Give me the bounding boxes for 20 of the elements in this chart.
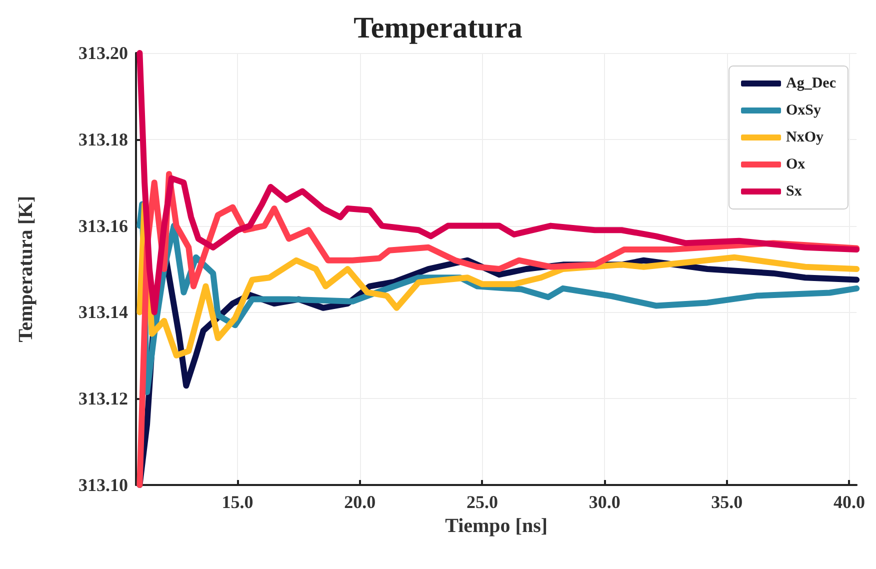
x-tick-label: 15.0 [222,492,254,512]
y-tick-label: 313.16 [78,216,128,236]
y-axis-title: Temperatura [K] [15,196,37,342]
y-tick-label: 313.18 [78,129,128,150]
x-tick-label: 35.0 [711,492,743,512]
x-tick-label: 25.0 [466,492,498,512]
y-tick-label: 313.20 [78,43,128,63]
legend-label: NxOy [786,130,824,146]
y-tick-label: 313.10 [78,475,128,495]
chart-title: Temperatura [354,12,522,44]
y-tick-label: 313.12 [78,388,128,409]
legend-label: Sx [786,184,802,200]
legend-label: OxSy [786,102,822,118]
legend-label: Ag_Dec [786,76,836,92]
legend-label: Ox [786,156,806,172]
x-axis-title: Tiempo [ns] [445,514,548,537]
x-tick-label: 30.0 [588,492,620,512]
y-tick-label: 313.14 [78,302,128,322]
x-tick-label: 20.0 [344,492,376,512]
x-tick-label: 40.0 [834,492,865,512]
